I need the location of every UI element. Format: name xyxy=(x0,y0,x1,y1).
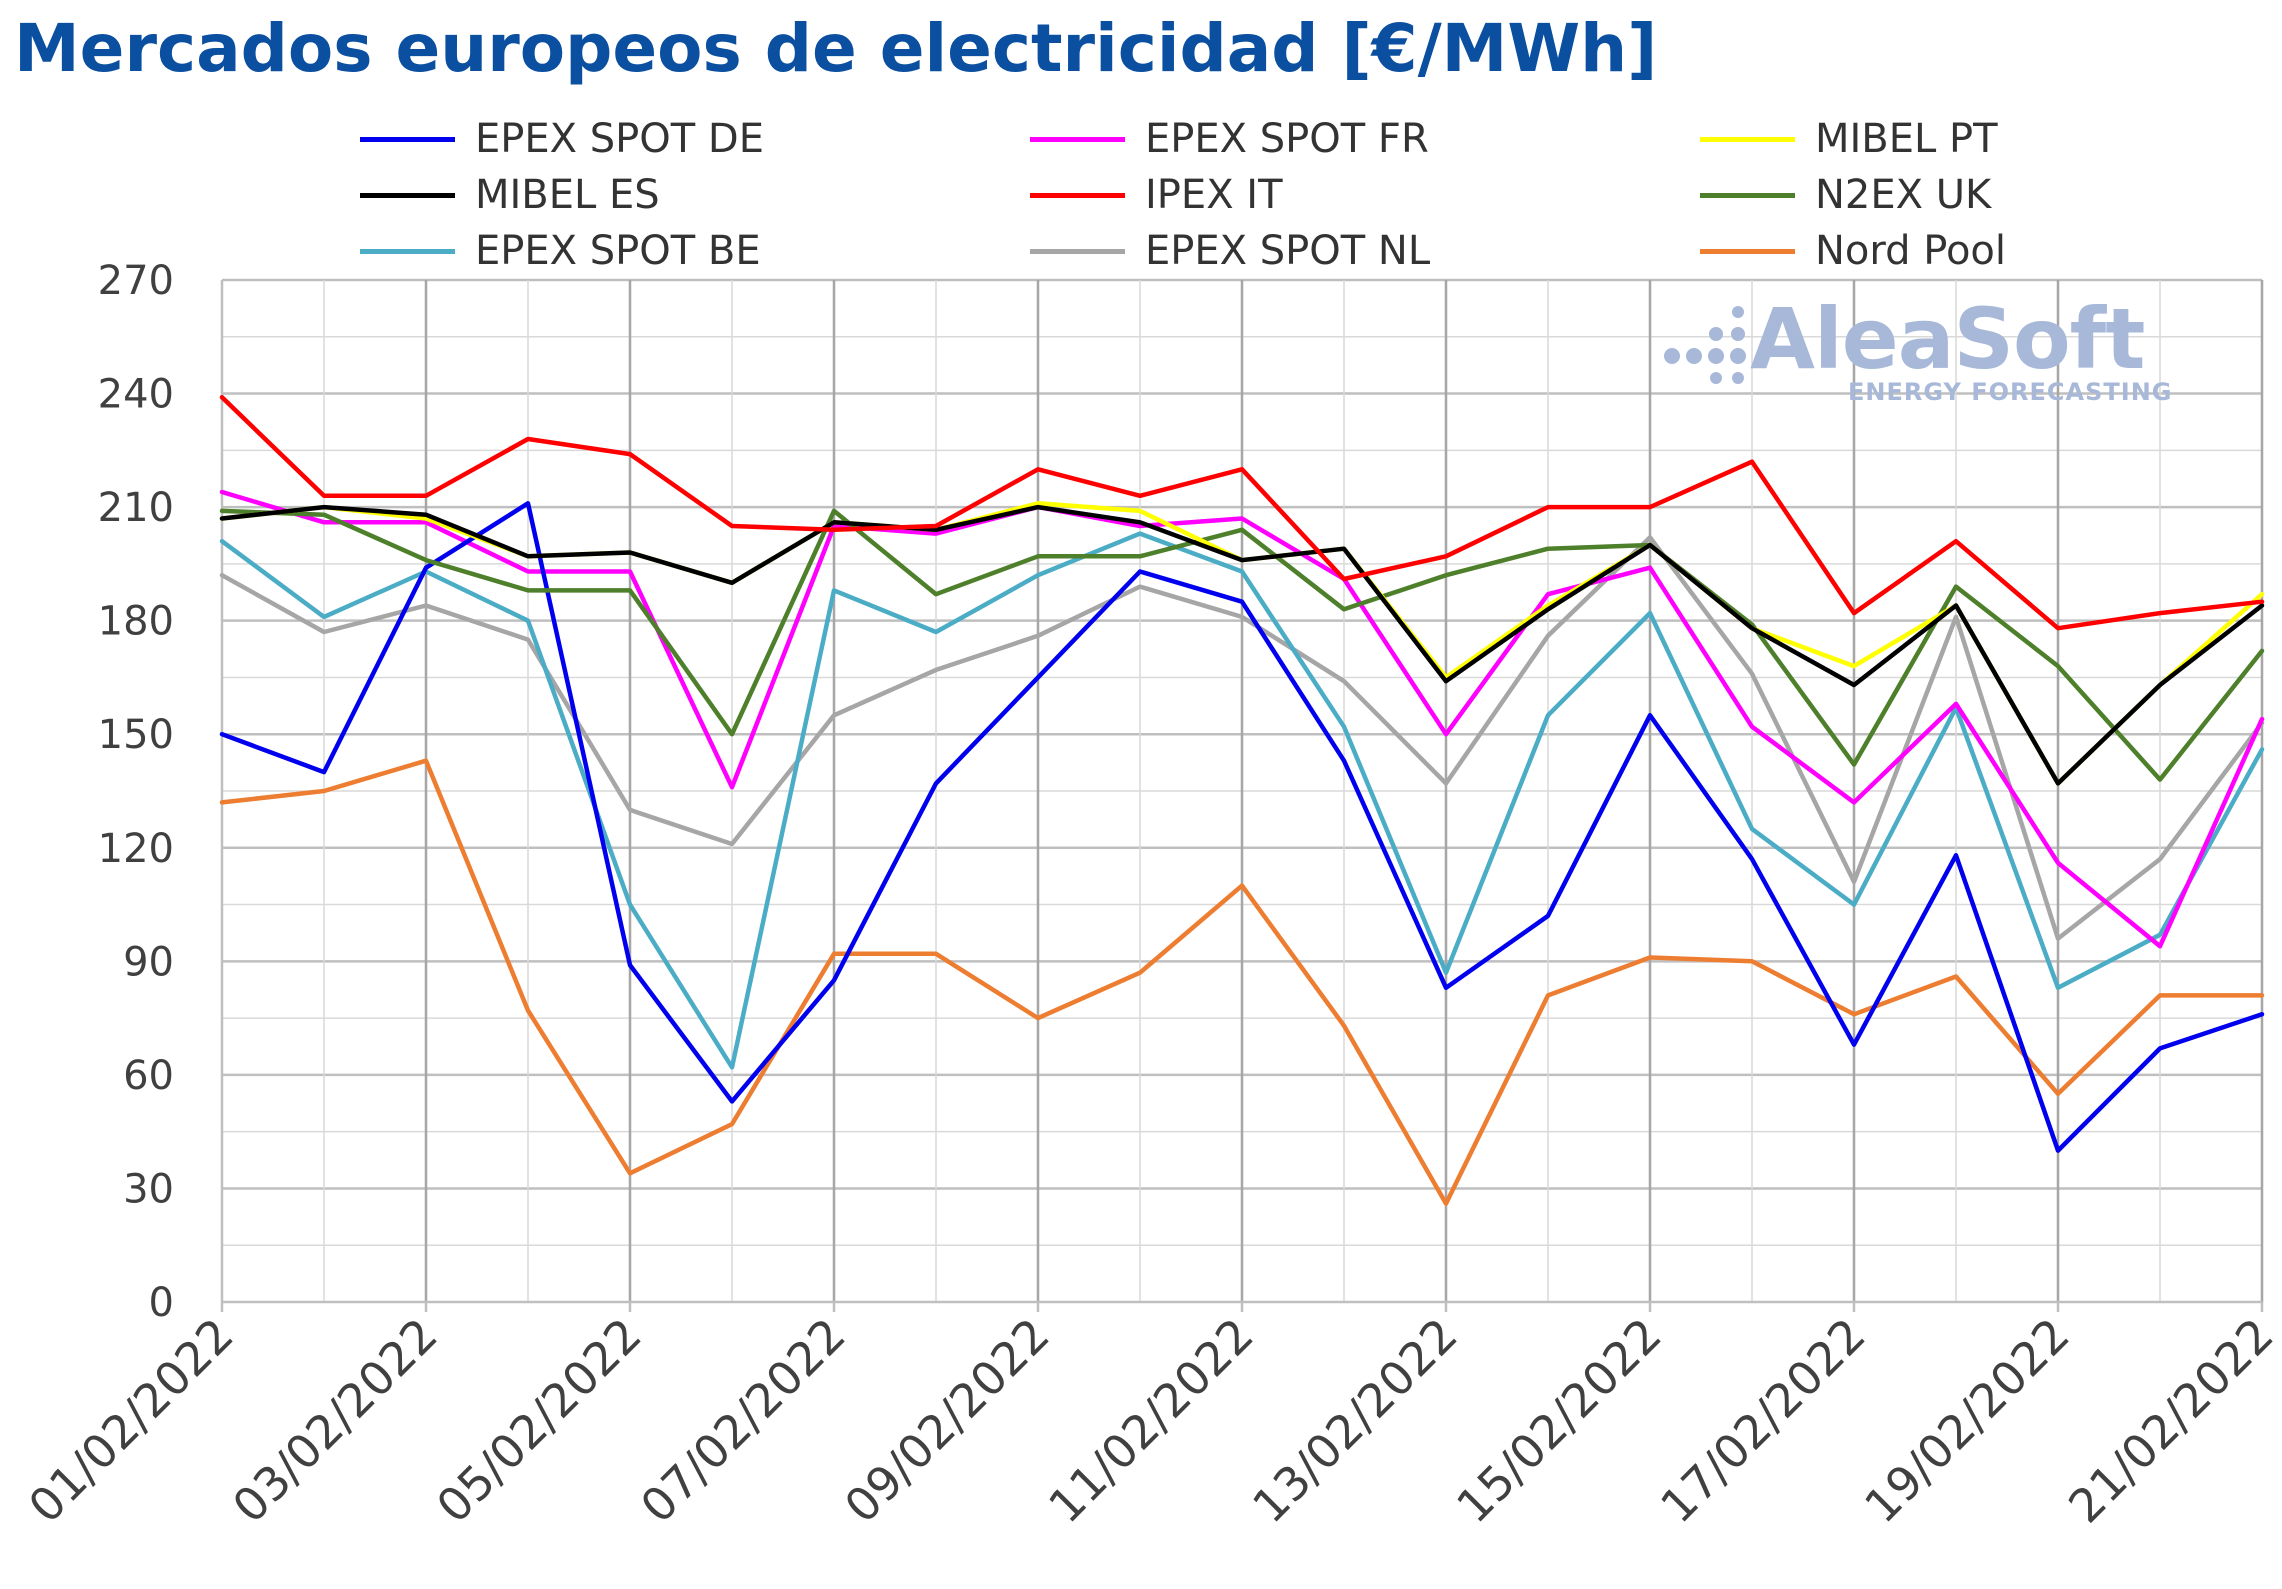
series-line-epex-spot-nl xyxy=(219,535,2265,941)
y-tick-label: 240 xyxy=(98,372,174,418)
series-line-epex-spot-be xyxy=(219,531,2265,1070)
series-line-n2ex-uk xyxy=(219,508,2265,782)
y-tick-label: 210 xyxy=(98,485,174,531)
legend-item-epex-spot-de: EPEX SPOT DE xyxy=(360,113,764,165)
legend-item-n2ex-uk: N2EX UK xyxy=(1700,169,1991,221)
legend-item-epex-spot-nl: EPEX SPOT NL xyxy=(1030,225,1430,277)
x-tick-label: 01/02/2022 xyxy=(18,1308,244,1534)
legend-label: N2EX UK xyxy=(1815,172,1992,218)
legend-item-ipex-it: IPEX IT xyxy=(1030,169,1283,221)
x-tick-label: 17/02/2022 xyxy=(1650,1308,1876,1534)
legend-swatch xyxy=(360,192,455,198)
legend-swatch xyxy=(360,136,455,142)
legend-swatch xyxy=(1030,192,1125,198)
legend-label: EPEX SPOT FR xyxy=(1145,116,1429,162)
aleasoft-logo: AleaSoft ENERGY FORECASTING xyxy=(1660,290,2220,410)
y-tick-label: 30 xyxy=(123,1166,174,1212)
legend-label: Nord Pool xyxy=(1815,228,2006,274)
series-line-ipex-it xyxy=(219,395,2265,631)
x-tick-label: 07/02/2022 xyxy=(630,1308,856,1534)
legend-label: EPEX SPOT BE xyxy=(475,228,761,274)
y-tick-label: 0 xyxy=(149,1280,174,1326)
logo-name: AleaSoft xyxy=(1750,290,2145,388)
legend-item-mibel-pt: MIBEL PT xyxy=(1700,113,1998,165)
y-tick-label: 180 xyxy=(98,599,174,645)
legend-item-mibel-es: MIBEL ES xyxy=(360,169,660,221)
grid-lines xyxy=(222,278,2264,1302)
legend-swatch xyxy=(360,248,455,254)
chart-title: Mercados europeos de electricidad [€/MWh… xyxy=(14,10,1658,87)
x-tick-label: 13/02/2022 xyxy=(1242,1308,1468,1534)
series-line-epex-spot-fr xyxy=(219,489,2265,949)
legend-swatch xyxy=(1030,136,1125,142)
legend-item-nord-pool: Nord Pool xyxy=(1700,225,2006,277)
legend-label: EPEX SPOT NL xyxy=(1145,228,1431,274)
x-tick-label: 11/02/2022 xyxy=(1038,1308,1264,1534)
legend-label: EPEX SPOT DE xyxy=(475,116,765,162)
series-line-nord-pool xyxy=(219,758,2265,1206)
legend-label: IPEX IT xyxy=(1145,172,1283,218)
legend-swatch xyxy=(1700,248,1795,254)
legend-label: MIBEL PT xyxy=(1815,116,1998,162)
legend-swatch xyxy=(1700,136,1795,142)
x-tick-label: 09/02/2022 xyxy=(834,1308,1060,1534)
legend-item-epex-spot-fr: EPEX SPOT FR xyxy=(1030,113,1429,165)
x-tick-label: 21/02/2022 xyxy=(2058,1308,2282,1534)
legend-swatch xyxy=(1700,192,1795,198)
legend-item-epex-spot-be: EPEX SPOT BE xyxy=(360,225,761,277)
chart-legend: EPEX SPOT DE EPEX SPOT FR MIBEL PT MIBEL… xyxy=(360,113,2260,283)
legend-label: MIBEL ES xyxy=(475,172,660,218)
y-tick-label: 90 xyxy=(123,939,174,985)
x-tick-label: 05/02/2022 xyxy=(426,1308,652,1534)
y-tick-label: 120 xyxy=(98,826,174,872)
x-tick-label: 03/02/2022 xyxy=(222,1308,448,1534)
legend-swatch xyxy=(1030,248,1125,254)
y-tick-label: 60 xyxy=(123,1053,174,1099)
y-tick-label: 150 xyxy=(98,712,174,758)
tick-labels: 0 30 60 90 120 150 180 210 240 270 01/02/202203/02… xyxy=(18,258,2282,1533)
series-line-mibel-es xyxy=(219,504,2265,786)
x-tick-label: 15/02/2022 xyxy=(1446,1308,1672,1534)
logo-tagline: ENERGY FORECASTING xyxy=(1848,378,2173,406)
logo-dots-icon xyxy=(1664,306,1746,384)
series-lines xyxy=(219,395,2265,1206)
x-tick-label: 19/02/2022 xyxy=(1854,1308,2080,1534)
y-tick-label: 270 xyxy=(98,258,174,304)
axes xyxy=(220,280,2264,1312)
series-line-epex-spot-de xyxy=(219,501,2265,1153)
